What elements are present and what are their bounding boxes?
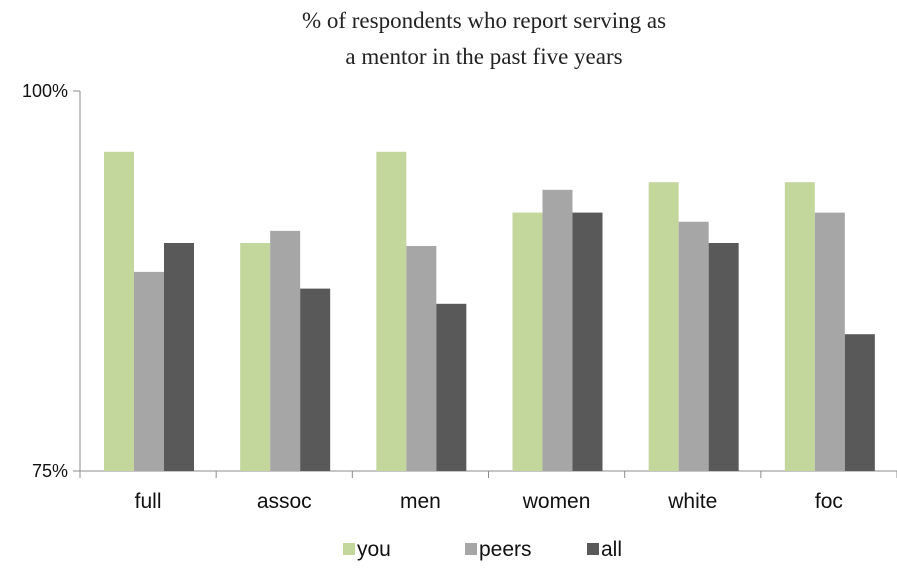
legend-swatch-peers bbox=[465, 543, 477, 555]
chart-title: % of respondents who report serving as a… bbox=[302, 8, 666, 69]
bar-you-men bbox=[376, 151, 407, 472]
plot-area: 100% 75% full assoc men women white foc bbox=[22, 81, 897, 513]
chart-title-line-2: a mentor in the past five years bbox=[345, 44, 622, 69]
bar-all-foc bbox=[844, 334, 875, 471]
bar-you-white bbox=[648, 182, 679, 471]
bars bbox=[104, 151, 875, 472]
y-tick-label: 75% bbox=[32, 461, 68, 481]
category-labels: full assoc men women white foc bbox=[135, 490, 843, 513]
category-label: foc bbox=[815, 490, 843, 513]
x-axis-ticks bbox=[79, 471, 897, 478]
bar-all-white bbox=[708, 243, 739, 471]
legend: you peers all bbox=[343, 538, 622, 561]
bar-peers-women bbox=[542, 189, 573, 472]
legend-swatch-all bbox=[587, 543, 599, 555]
bar-all-women bbox=[572, 212, 603, 471]
legend-label-peers: peers bbox=[479, 538, 532, 561]
chart-title-line-1: % of respondents who report serving as bbox=[302, 8, 666, 33]
bar-peers-men bbox=[406, 246, 437, 471]
bar-all-full bbox=[164, 243, 194, 471]
bar-you-foc bbox=[784, 182, 815, 471]
category-label: full bbox=[135, 490, 162, 513]
y-axis-ticks: 100% 75% bbox=[22, 81, 80, 481]
y-tick-label: 100% bbox=[22, 81, 68, 101]
bar-peers-foc bbox=[814, 212, 845, 471]
legend-label-you: you bbox=[357, 538, 391, 561]
category-label: men bbox=[400, 490, 441, 513]
bar-peers-white bbox=[678, 221, 709, 471]
category-label: assoc bbox=[257, 490, 312, 513]
bar-all-men bbox=[436, 303, 467, 471]
bar-peers-full bbox=[134, 271, 164, 471]
category-label: women bbox=[522, 490, 591, 513]
legend-label-all: all bbox=[601, 538, 622, 561]
bar-all-assoc bbox=[300, 288, 331, 471]
bar-you-women bbox=[512, 212, 543, 471]
legend-swatch-you bbox=[343, 543, 355, 555]
bar-peers-assoc bbox=[270, 230, 301, 471]
category-label: white bbox=[667, 490, 717, 513]
bar-you-assoc bbox=[240, 243, 271, 471]
bar-you-full bbox=[104, 151, 134, 472]
